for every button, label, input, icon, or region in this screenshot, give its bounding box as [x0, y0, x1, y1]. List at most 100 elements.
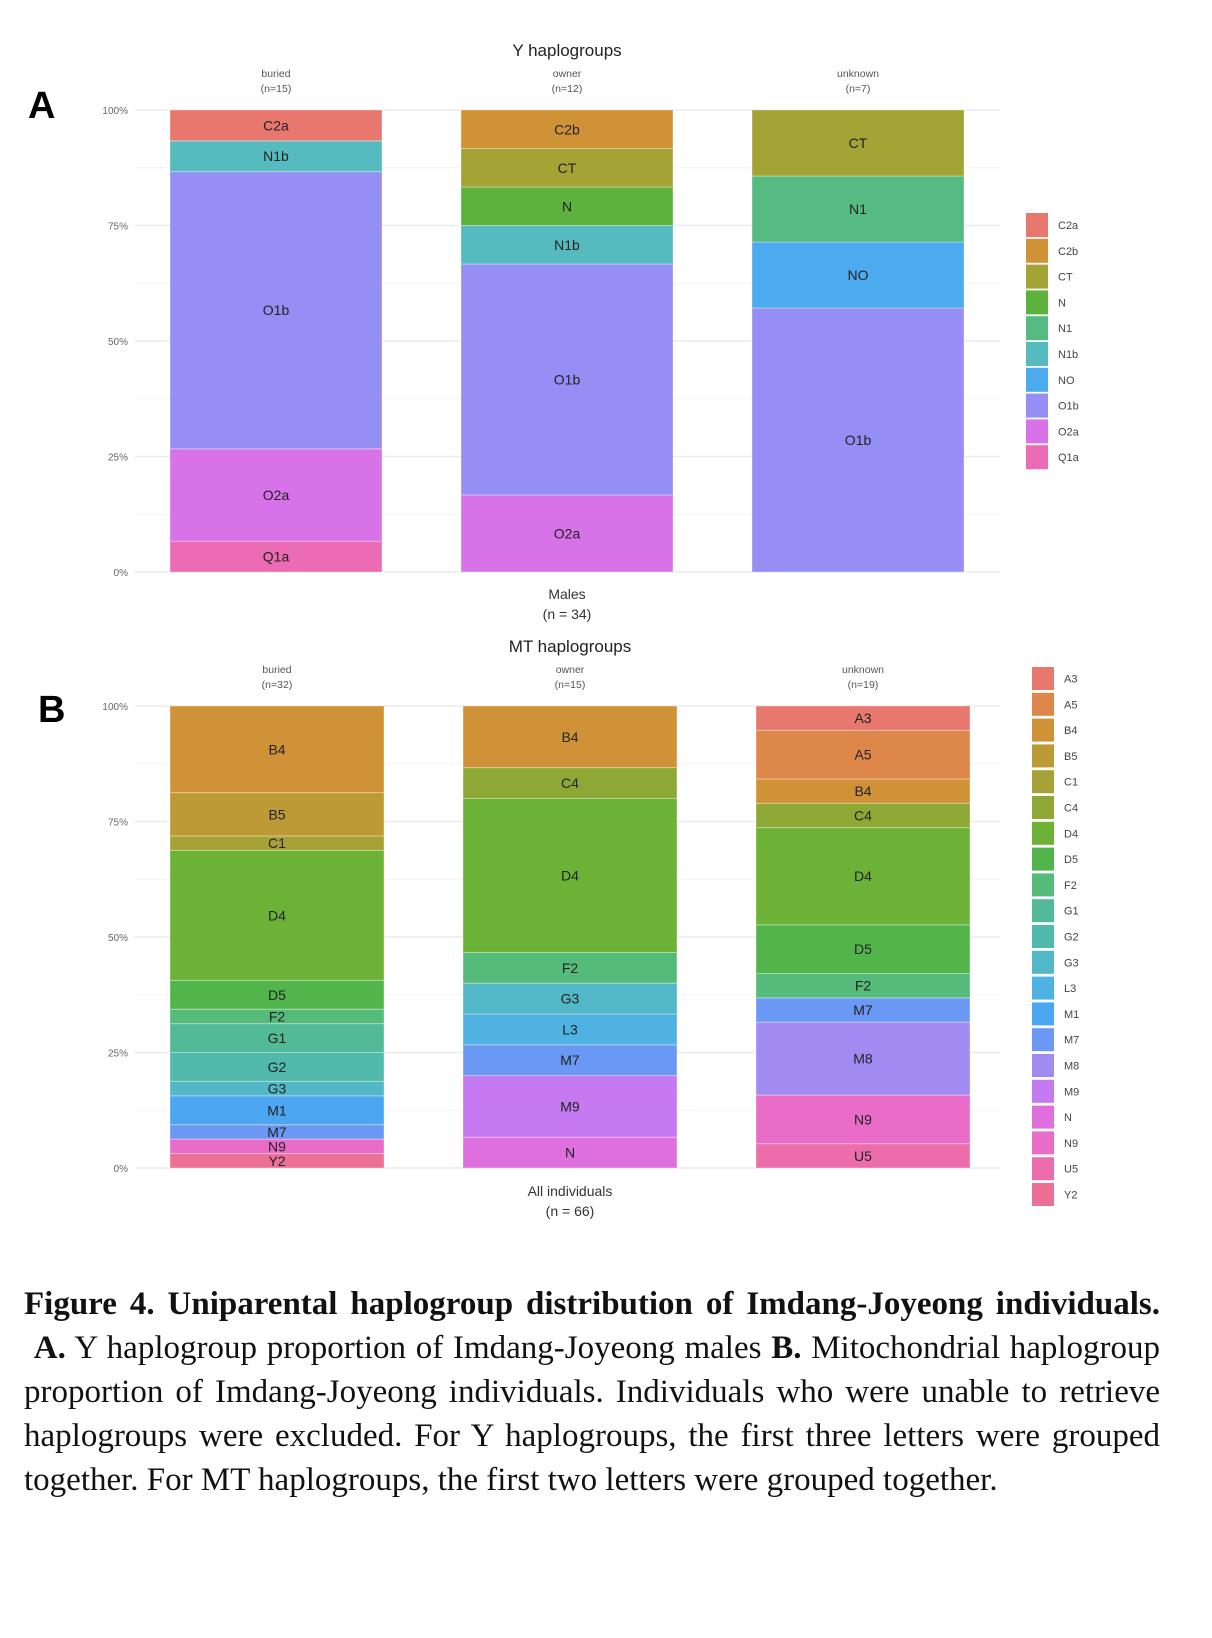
bar-segment-c4: [462, 767, 678, 799]
legend-label: M8: [1064, 1061, 1079, 1073]
x-axis-label: All individuals: [528, 1183, 613, 1199]
y-tick-label: 25%: [108, 453, 128, 464]
bar-segment-no: [751, 241, 965, 309]
legend-label: M7: [1064, 1035, 1079, 1047]
segment-label: M8: [853, 1051, 873, 1067]
segment-label: G2: [268, 1059, 287, 1075]
bar-segment-d4: [755, 827, 971, 926]
segment-label: C2a: [263, 117, 289, 133]
legend-label: C4: [1064, 803, 1078, 815]
legend-swatch-c2a: [1026, 213, 1048, 237]
legend-label: Q1a: [1058, 452, 1080, 464]
legend-swatch-d5: [1032, 847, 1054, 871]
legend-swatch-c4: [1032, 796, 1054, 819]
segment-label: N9: [854, 1111, 872, 1127]
y-tick-label: 75%: [108, 818, 128, 829]
segment-label: G1: [268, 1030, 287, 1046]
facet-label: buried: [261, 68, 290, 80]
legend-label: N1: [1058, 323, 1072, 335]
legend-label: C2b: [1058, 246, 1078, 258]
legend-label: G3: [1064, 957, 1079, 969]
segment-label: CT: [558, 160, 577, 176]
y-tick-label: 50%: [108, 933, 128, 944]
legend-swatch-n1b: [1026, 342, 1048, 366]
bar-segment-n9: [755, 1094, 971, 1145]
bar-segment-b4: [169, 705, 385, 794]
bar-segment-l3: [462, 1013, 678, 1046]
segment-label: B4: [854, 783, 871, 799]
legend-label: L3: [1064, 983, 1076, 995]
chart-title: Y haplogroups: [512, 41, 621, 60]
segment-label: Q1a: [263, 549, 290, 565]
segment-label: NO: [848, 267, 869, 283]
segment-label: N1b: [263, 148, 289, 164]
bar-segment-b4: [755, 778, 971, 804]
legend-swatch-u5: [1032, 1157, 1054, 1181]
figure: A Y haplogroups 0% 25% 50% 75% 100% buried (n=15…: [28, 41, 1080, 1219]
legend-swatch-c2b: [1026, 238, 1048, 263]
bar-segment-b4: [462, 705, 678, 769]
bar-segment-o2a: [460, 494, 674, 573]
segment-label: N: [565, 1145, 575, 1161]
legend-swatch-c1: [1032, 770, 1054, 794]
caption-b-label: B.: [771, 1330, 802, 1366]
segment-label: M7: [267, 1124, 287, 1140]
y-tick-label: 0%: [114, 1164, 129, 1175]
segment-label: CT: [849, 135, 868, 151]
segment-label: N: [562, 198, 572, 214]
segment-label: Y2: [268, 1153, 285, 1169]
bar-segment-d5: [169, 979, 385, 1010]
legend-label: U5: [1064, 1164, 1078, 1176]
legend-label: M1: [1064, 1009, 1079, 1021]
legend-swatch-no: [1026, 367, 1048, 392]
bar-segment-m1: [169, 1095, 385, 1126]
segment-label: N1: [849, 201, 867, 217]
segment-label: D4: [854, 868, 872, 884]
segment-label: O1b: [554, 372, 581, 388]
legend-label: G1: [1064, 906, 1079, 918]
legend-label: C2a: [1058, 220, 1079, 232]
segment-label: G3: [268, 1081, 287, 1097]
bar-segment-m9: [462, 1075, 678, 1138]
y-tick-label: 0%: [114, 568, 129, 579]
segment-label: C2b: [554, 121, 580, 137]
legend-swatch-a5: [1032, 692, 1054, 716]
legend-swatch-b5: [1032, 744, 1054, 768]
legend-swatch-m8: [1032, 1054, 1054, 1077]
panel-letter: A: [28, 85, 55, 127]
legend-swatch-b4: [1032, 718, 1054, 742]
segment-label: B4: [268, 741, 285, 757]
legend-label: A3: [1064, 674, 1077, 686]
legend-swatch-o1b: [1026, 393, 1048, 418]
x-axis-sublabel: (n = 34): [543, 606, 592, 622]
bar-segment-f2: [755, 972, 971, 999]
bar-segment-f2: [462, 951, 678, 984]
legend-swatch-o2a: [1026, 419, 1048, 444]
facet-label: unknown: [837, 68, 879, 80]
facet-label: unknown: [842, 664, 884, 676]
segment-label: B4: [561, 729, 578, 745]
legend-label: N: [1064, 1112, 1072, 1124]
segment-label: A3: [854, 710, 871, 726]
bar-segment-m7: [462, 1044, 678, 1077]
segment-label: C4: [854, 807, 872, 823]
bar-segment-n: [460, 186, 674, 226]
y-tick-label: 75%: [108, 222, 128, 233]
segment-label: C4: [561, 775, 579, 791]
segment-label: O2a: [263, 487, 290, 503]
segment-label: N1b: [554, 237, 580, 253]
bar-segment-n1b: [169, 140, 383, 173]
segment-label: M9: [560, 1098, 580, 1114]
legend-swatch-g2: [1032, 925, 1054, 948]
panel-letter: B: [38, 689, 65, 731]
segment-label: D4: [268, 907, 286, 923]
bar-segment-q1a: [169, 540, 383, 573]
bar-segment-n: [462, 1136, 678, 1169]
legend-label: O1b: [1058, 401, 1079, 413]
segment-label: M7: [560, 1052, 580, 1068]
legend-label: B5: [1064, 751, 1077, 763]
segment-label: O1b: [263, 302, 290, 318]
facet-n-label: (n=12): [552, 83, 583, 95]
legend-swatch-q1a: [1026, 445, 1048, 470]
segment-label: M1: [267, 1102, 287, 1118]
